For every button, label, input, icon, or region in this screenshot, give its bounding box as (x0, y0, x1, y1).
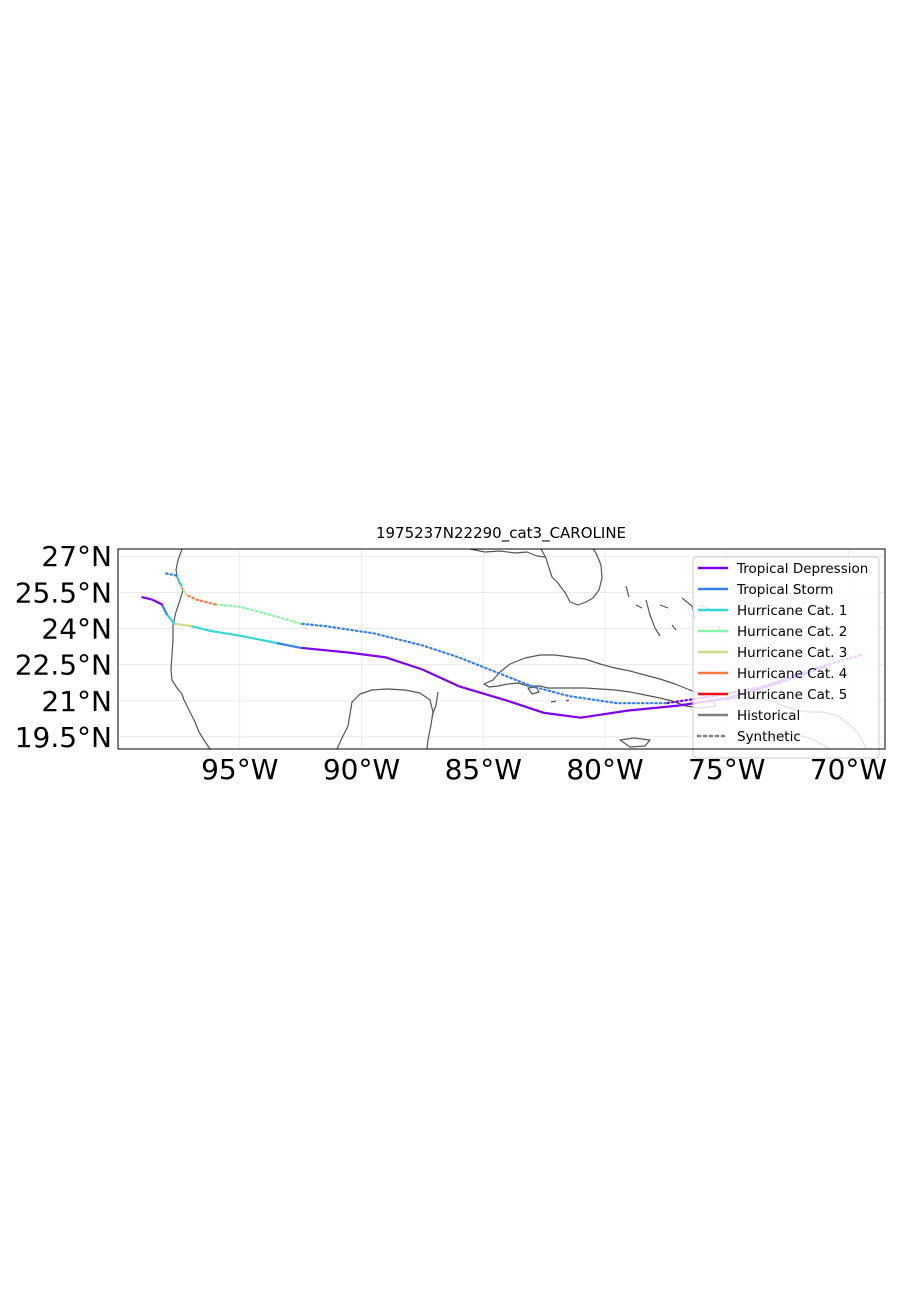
y-tick-label: 27°N (41, 540, 112, 573)
map-axes: Tropical Depression Tropical Storm Hurrica… (117, 548, 886, 759)
legend-box (692, 556, 880, 759)
x-tick-label: 90°W (323, 753, 400, 786)
y-tick-label: 22.5°N (15, 649, 112, 682)
coastline-jamaica (619, 737, 651, 748)
legend-label: Hurricane Cat. 3 (737, 645, 847, 661)
x-tick-label: 70°W (810, 753, 887, 786)
x-tick-label: 95°W (201, 753, 278, 786)
synthetic-track-segment (180, 584, 188, 596)
y-axis-ticks: 19.5°N21°N22.5°N24°N 25.5°N27°N (15, 540, 112, 754)
x-tick-label: 75°W (688, 753, 765, 786)
legend-label: Hurricane Cat. 2 (737, 624, 847, 640)
historical-track-segment (172, 622, 193, 628)
y-tick-label: 21°N (41, 685, 112, 718)
y-tick-label: 19.5°N (15, 721, 112, 754)
synthetic-track-segment (163, 572, 178, 577)
historical-track-segment (141, 596, 163, 606)
x-tick-label: 85°W (445, 753, 522, 786)
historical-track-segment (165, 613, 176, 625)
synthetic-track-segment (299, 622, 667, 705)
legend-label: Historical (737, 708, 800, 724)
legend-label: Hurricane Cat. 5 (737, 687, 847, 703)
synthetic-track-segment (214, 603, 302, 625)
historical-track-segment (275, 641, 302, 649)
y-tick-label: 25.5°N (15, 576, 112, 609)
coastline-mexico-gulf (170, 549, 211, 749)
synthetic-track-segment (185, 593, 217, 606)
map-frame (117, 548, 886, 750)
coastline-yucatan (336, 688, 434, 749)
coastline-florida-panhandle (469, 549, 546, 558)
legend-label: Tropical Storm (736, 582, 833, 598)
x-tick-label: 80°W (566, 753, 643, 786)
coastline-cayman (550, 699, 570, 703)
legend-label: Synthetic (737, 729, 801, 745)
map-title: 1975237N22290_cat3_CAROLINE (376, 524, 626, 543)
x-axis-ticks: 95°W 90°W 85°W 80°W 75°W 70°W (201, 753, 887, 786)
legend-label: Hurricane Cat. 4 (737, 666, 847, 682)
y-tick-label: 24°N (41, 613, 112, 646)
historical-track-segment (189, 625, 278, 645)
legend-label: Tropical Depression (736, 561, 868, 577)
legend: Tropical Depression Tropical Storm Hurrica… (692, 556, 880, 759)
synthetic-track-segment (175, 574, 183, 587)
historical-track-segment (160, 603, 168, 616)
legend-label: Hurricane Cat. 1 (737, 603, 847, 619)
coastline-florida (540, 549, 603, 606)
coastline-yucatan-east (431, 691, 439, 717)
